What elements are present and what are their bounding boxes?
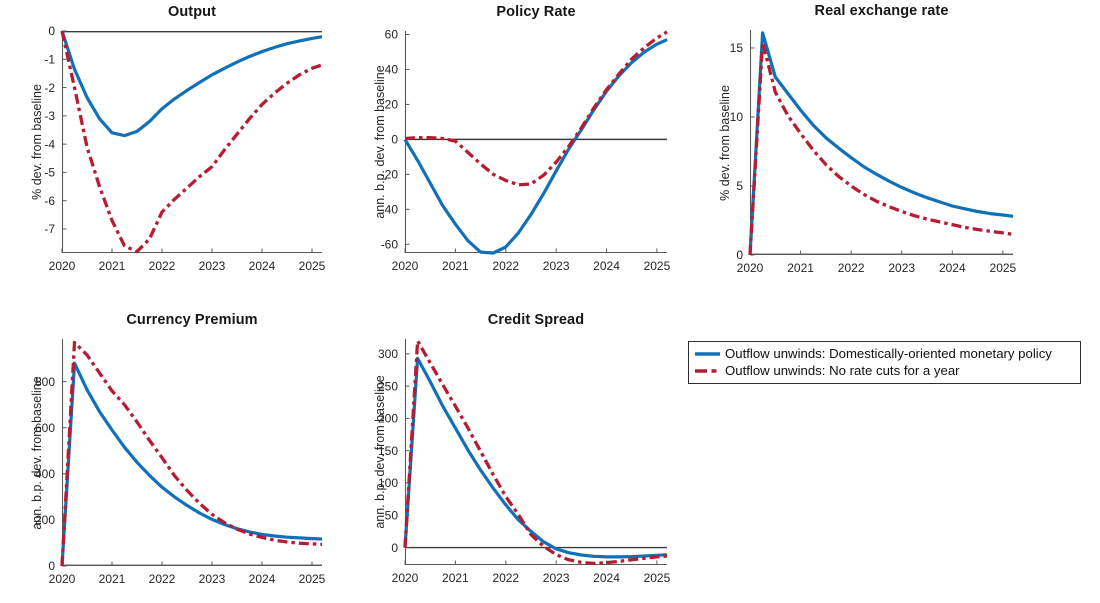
plot-area: 2020 2021 2022 2023 2024 2025 800 600 400 200 0	[35, 339, 326, 586]
x-tick-label: 2022	[838, 261, 865, 275]
chart-title: Real exchange rate	[814, 3, 949, 19]
x-tick-label: 2024	[939, 261, 966, 275]
x-tick-label: 2023	[543, 259, 570, 273]
x-tick-label: 2021	[787, 261, 814, 275]
y-tick-label: -6	[44, 194, 55, 208]
x-tick-label: 2025	[299, 259, 326, 273]
legend-label: Outflow unwinds: Domestically-oriented m…	[725, 346, 1052, 361]
x-tick-label: 2023	[888, 261, 915, 275]
legend-label: Outflow unwinds: No rate cuts for a year	[725, 363, 960, 378]
y-axis-label: ann. b.p. dev. from baseline	[30, 375, 44, 530]
y-tick-label: 0	[48, 24, 55, 38]
y-tick-label: 40	[385, 63, 399, 77]
dash-dot-line-sample-icon	[695, 369, 720, 373]
plot-area: 2020 2021 2022 2023 2024 2025 15 10 5 0	[730, 30, 1017, 275]
y-tick-label: 20	[385, 98, 399, 112]
x-tick-label: 2024	[249, 259, 276, 273]
y-tick-label: 300	[378, 347, 398, 361]
x-tick-label: 2020	[49, 259, 76, 273]
y-tick-label: 10	[730, 110, 744, 124]
y-tick-label: 150	[378, 444, 398, 458]
y-tick-label: 100	[378, 476, 398, 490]
x-tick-label: 2020	[392, 571, 419, 585]
x-tick-label: 2021	[442, 259, 469, 273]
series-line-blue	[60, 361, 323, 567]
x-tick-label: 2024	[593, 259, 620, 273]
y-tick-label: 200	[35, 513, 55, 527]
series-line-red	[60, 30, 323, 254]
x-tick-label: 2024	[249, 572, 276, 586]
y-tick-label: 15	[730, 41, 744, 55]
x-tick-label: 2024	[593, 571, 620, 585]
y-tick-label: 0	[736, 248, 743, 262]
x-tick-label: 2020	[392, 259, 419, 273]
y-tick-label: 0	[391, 133, 398, 147]
x-tick-label: 2022	[492, 571, 519, 585]
legend: Outflow unwinds: Domestically-oriented m…	[688, 341, 1081, 384]
y-tick-label: 50	[385, 508, 399, 522]
y-tick-label: 0	[391, 541, 398, 555]
x-tick-label: 2023	[199, 259, 226, 273]
x-tick-label: 2021	[99, 572, 126, 586]
plot-area: 2020 2021 2022 2023 2024 2025 0 -1 -2 -3 -4 -5 -6 -7	[44, 24, 325, 273]
y-axis-label: % dev. from baseline	[718, 84, 732, 201]
x-tick-label: 2022	[149, 259, 176, 273]
y-tick-label: -3	[44, 109, 55, 123]
y-tick-label: 400	[35, 467, 55, 481]
y-axis-label: ann. b.p. dev. from baseline	[373, 65, 387, 219]
y-tick-label: -1	[44, 52, 55, 66]
y-tick-label: 60	[385, 28, 399, 42]
series-line-red	[404, 30, 668, 187]
chart-title: Currency Premium	[126, 312, 258, 328]
y-tick-label: -5	[44, 166, 55, 180]
y-tick-label: 800	[35, 375, 55, 389]
y-tick-label: -4	[44, 137, 55, 151]
y-tick-label: -40	[381, 202, 399, 216]
series-line-red	[748, 40, 1014, 256]
y-tick-label: 0	[48, 559, 55, 573]
x-tick-label: 2021	[442, 571, 469, 585]
y-tick-label: 250	[378, 379, 398, 393]
x-tick-label: 2025	[644, 571, 671, 585]
series-line-blue	[748, 31, 1014, 256]
x-tick-label: 2023	[199, 572, 226, 586]
x-tick-label: 2022	[149, 572, 176, 586]
series-line-red	[60, 340, 323, 567]
x-tick-label: 2023	[543, 571, 570, 585]
series-line-blue	[403, 356, 668, 559]
series-line-red	[403, 339, 668, 566]
y-tick-label: 600	[35, 421, 55, 435]
series-line-blue	[60, 30, 323, 138]
plot-area: 2020 2021 2022 2023 2024 2025 300 250 200 150 100 5…	[378, 339, 671, 585]
y-tick-label: -7	[44, 222, 55, 236]
x-tick-label: 2021	[99, 259, 126, 273]
series-line-blue	[403, 38, 668, 255]
x-tick-label: 2025	[644, 259, 671, 273]
legend-item-blue: Outflow unwinds: Domestically-oriented m…	[694, 346, 1080, 362]
chart-title: Output	[167, 4, 217, 20]
chart-title: Credit Spread	[487, 312, 585, 328]
x-tick-label: 2022	[492, 259, 519, 273]
plot-area: 2020 2021 2022 2023 2024 2025 60 40 20 0 -20 -40 -60	[381, 28, 671, 273]
x-tick-label: 2025	[299, 572, 326, 586]
legend-item-red: Outflow unwinds: No rate cuts for a year	[694, 363, 1080, 379]
y-tick-label: -60	[381, 237, 399, 251]
y-tick-label: 200	[378, 412, 398, 426]
y-tick-label: -20	[381, 168, 399, 182]
chart-title: Policy Rate	[496, 4, 576, 20]
x-tick-label: 2020	[49, 572, 76, 586]
y-tick-label: -2	[44, 81, 55, 95]
solid-line-sample-icon	[695, 352, 720, 356]
y-axis-label: % dev. from baseline	[30, 84, 44, 200]
x-tick-label: 2020	[737, 261, 764, 275]
x-tick-label: 2025	[990, 261, 1017, 275]
y-tick-label: 5	[736, 179, 743, 193]
